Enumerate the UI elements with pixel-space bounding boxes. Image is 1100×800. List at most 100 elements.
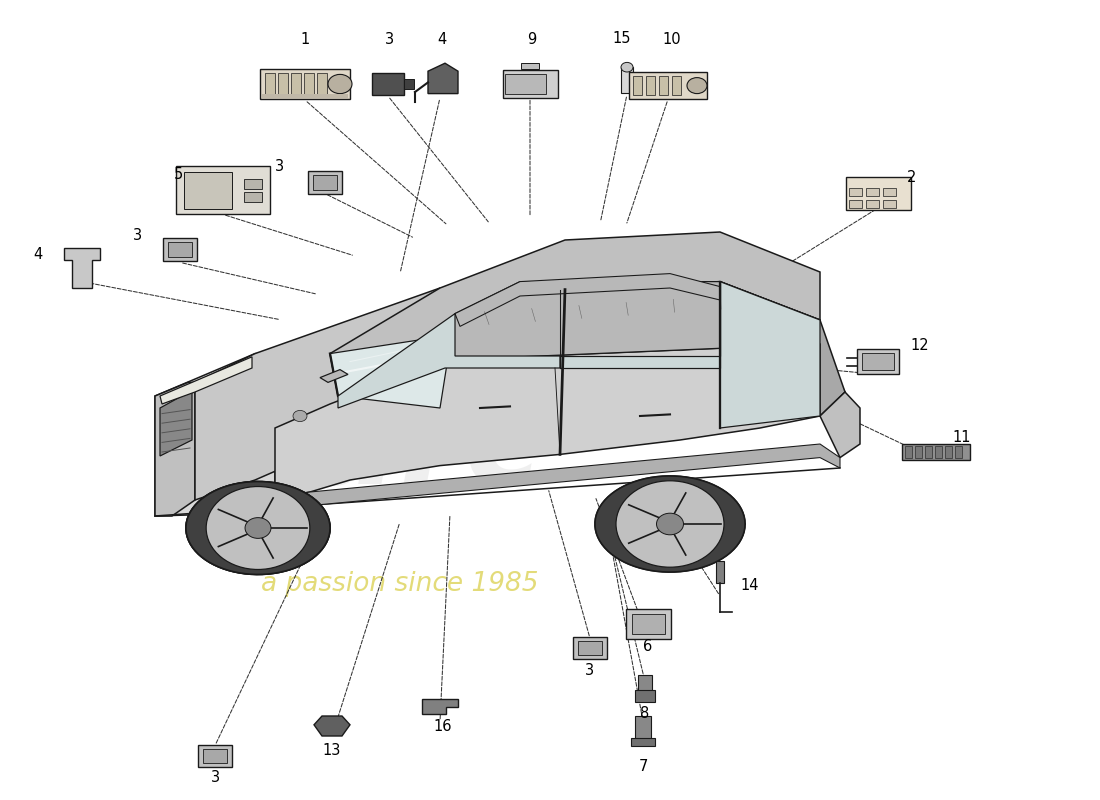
Polygon shape — [595, 476, 745, 572]
Polygon shape — [330, 314, 455, 408]
FancyBboxPatch shape — [621, 67, 632, 93]
FancyBboxPatch shape — [292, 73, 301, 95]
Text: 6: 6 — [644, 639, 652, 654]
FancyBboxPatch shape — [857, 349, 899, 374]
Circle shape — [621, 62, 632, 72]
Polygon shape — [330, 232, 820, 396]
FancyBboxPatch shape — [314, 175, 337, 190]
Text: 11: 11 — [953, 430, 971, 445]
FancyBboxPatch shape — [503, 70, 558, 98]
Text: 7: 7 — [638, 759, 648, 774]
Polygon shape — [422, 699, 458, 714]
Text: 4: 4 — [33, 247, 43, 262]
Text: eurc: eurc — [217, 385, 543, 511]
FancyBboxPatch shape — [955, 446, 961, 458]
FancyBboxPatch shape — [914, 446, 922, 458]
Polygon shape — [160, 357, 252, 404]
Polygon shape — [428, 63, 458, 94]
FancyBboxPatch shape — [317, 73, 327, 95]
FancyBboxPatch shape — [659, 76, 668, 95]
FancyBboxPatch shape — [846, 177, 911, 210]
Polygon shape — [720, 282, 820, 428]
Text: a passion since 1985: a passion since 1985 — [262, 571, 539, 597]
Text: 9: 9 — [527, 33, 537, 47]
FancyBboxPatch shape — [578, 641, 602, 655]
Circle shape — [616, 481, 724, 567]
FancyBboxPatch shape — [935, 446, 942, 458]
Polygon shape — [338, 282, 820, 396]
FancyBboxPatch shape — [849, 187, 862, 196]
FancyBboxPatch shape — [244, 179, 262, 189]
Circle shape — [688, 78, 707, 94]
Text: 10: 10 — [662, 33, 681, 47]
FancyBboxPatch shape — [631, 614, 664, 634]
FancyBboxPatch shape — [176, 166, 271, 214]
FancyBboxPatch shape — [505, 74, 546, 94]
FancyBboxPatch shape — [404, 79, 414, 89]
FancyBboxPatch shape — [635, 716, 651, 740]
FancyBboxPatch shape — [168, 242, 192, 257]
FancyBboxPatch shape — [278, 73, 288, 95]
FancyBboxPatch shape — [631, 738, 654, 746]
Polygon shape — [235, 444, 840, 526]
FancyBboxPatch shape — [902, 444, 970, 460]
Circle shape — [328, 74, 352, 94]
FancyBboxPatch shape — [635, 690, 654, 702]
Polygon shape — [320, 370, 348, 382]
Polygon shape — [560, 282, 720, 368]
FancyBboxPatch shape — [308, 171, 342, 194]
FancyBboxPatch shape — [849, 199, 862, 208]
Text: 15: 15 — [613, 31, 631, 46]
Text: 3: 3 — [133, 229, 143, 243]
Text: 4: 4 — [438, 33, 447, 47]
Text: 16: 16 — [433, 719, 452, 734]
Circle shape — [657, 514, 683, 534]
Text: 3: 3 — [275, 159, 285, 174]
FancyBboxPatch shape — [521, 62, 539, 70]
FancyBboxPatch shape — [883, 199, 896, 208]
FancyBboxPatch shape — [244, 192, 262, 202]
FancyBboxPatch shape — [632, 76, 641, 95]
Text: 8: 8 — [640, 706, 650, 721]
Text: 12: 12 — [911, 338, 930, 353]
FancyBboxPatch shape — [626, 609, 671, 639]
Text: 2: 2 — [908, 170, 916, 185]
FancyBboxPatch shape — [862, 353, 894, 370]
FancyBboxPatch shape — [638, 675, 652, 693]
Text: 5: 5 — [174, 167, 183, 182]
Polygon shape — [155, 382, 195, 516]
Text: 14: 14 — [740, 578, 759, 593]
FancyBboxPatch shape — [866, 187, 879, 196]
Polygon shape — [186, 482, 330, 574]
Polygon shape — [64, 248, 100, 288]
FancyBboxPatch shape — [646, 76, 654, 95]
FancyBboxPatch shape — [629, 72, 707, 99]
FancyBboxPatch shape — [883, 187, 896, 196]
Polygon shape — [314, 716, 350, 736]
Text: 1: 1 — [300, 33, 309, 47]
FancyBboxPatch shape — [573, 637, 607, 659]
FancyBboxPatch shape — [866, 199, 879, 208]
Polygon shape — [338, 314, 560, 408]
Polygon shape — [195, 288, 440, 500]
FancyBboxPatch shape — [204, 749, 227, 763]
FancyBboxPatch shape — [671, 76, 681, 95]
FancyBboxPatch shape — [945, 446, 952, 458]
Circle shape — [293, 410, 307, 422]
Circle shape — [206, 486, 310, 570]
FancyBboxPatch shape — [716, 561, 724, 583]
Polygon shape — [155, 354, 330, 516]
FancyBboxPatch shape — [198, 745, 232, 767]
Polygon shape — [455, 274, 750, 326]
Text: 3: 3 — [385, 33, 395, 47]
FancyBboxPatch shape — [163, 238, 197, 261]
FancyBboxPatch shape — [184, 172, 232, 209]
Polygon shape — [160, 390, 192, 456]
Polygon shape — [820, 392, 860, 458]
Polygon shape — [186, 482, 330, 574]
FancyBboxPatch shape — [924, 446, 932, 458]
Text: 3: 3 — [210, 770, 220, 785]
Circle shape — [245, 518, 271, 538]
FancyBboxPatch shape — [265, 73, 275, 95]
FancyBboxPatch shape — [262, 94, 348, 98]
